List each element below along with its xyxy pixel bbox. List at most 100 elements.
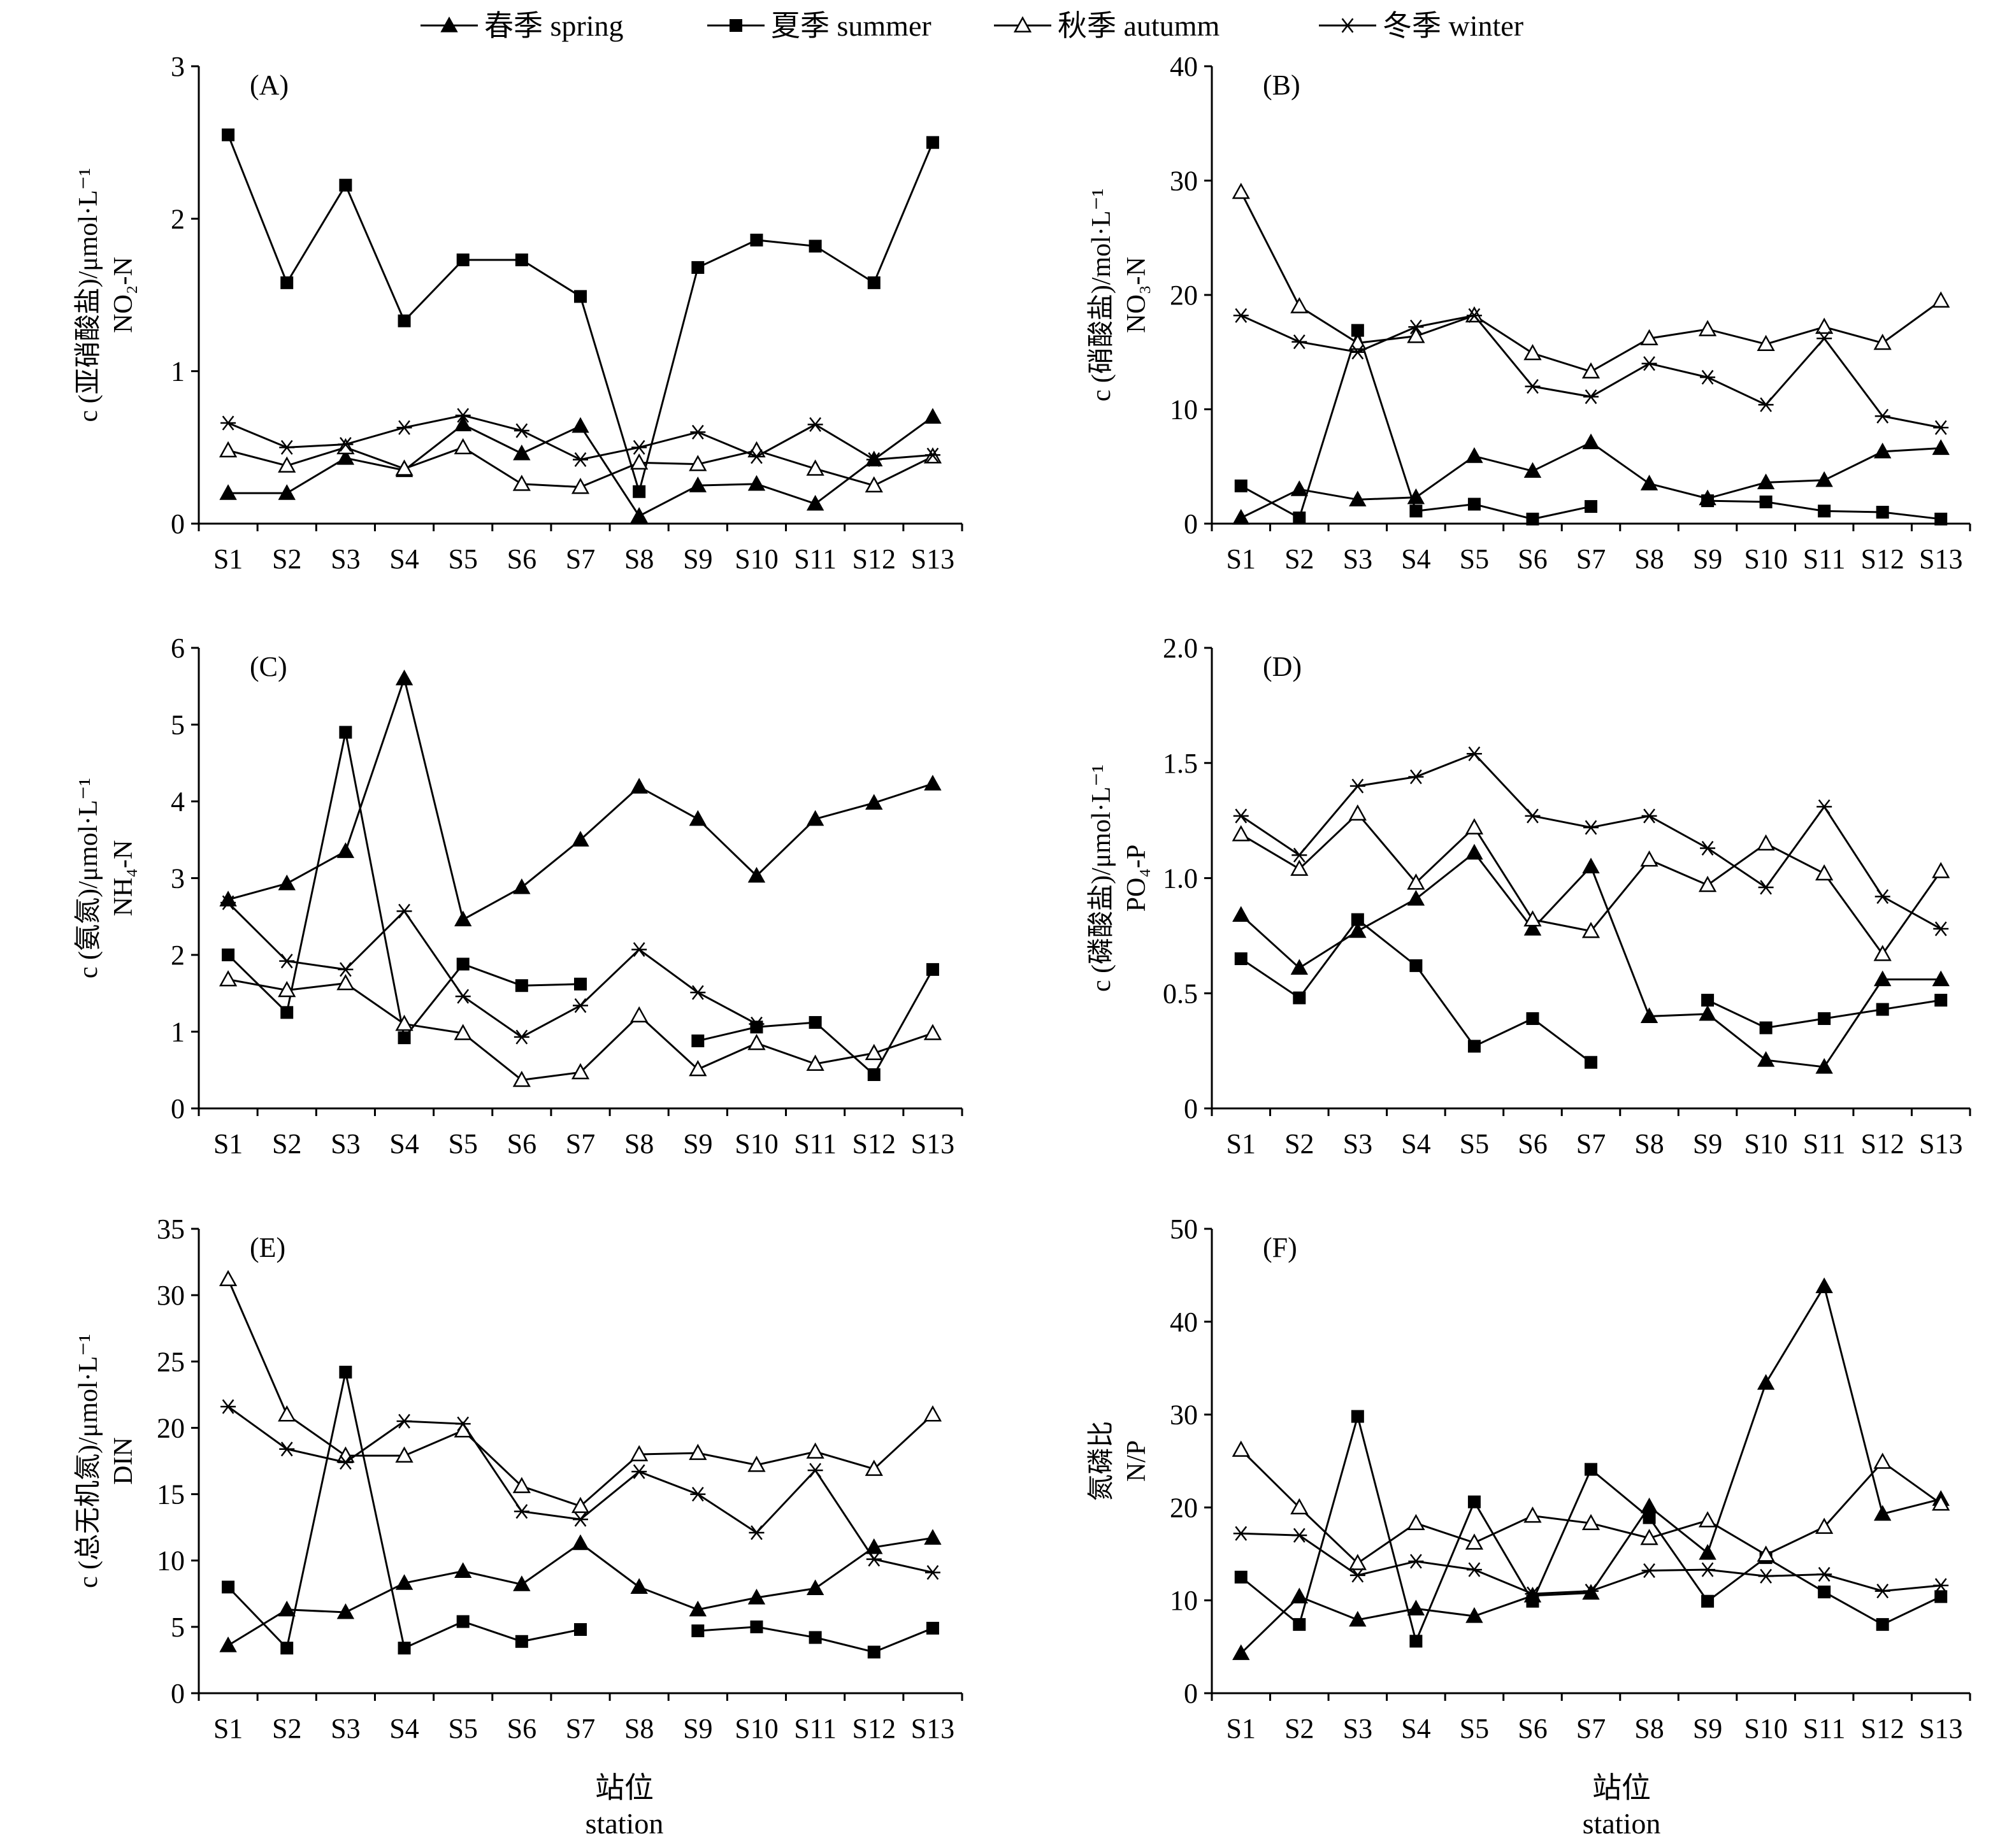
point-summer-s13 bbox=[1934, 1590, 1948, 1603]
x-tick-label: S1 bbox=[213, 543, 243, 575]
point-spring-s9 bbox=[689, 810, 707, 826]
x-title-cn-left: 站位 bbox=[595, 1772, 654, 1804]
x-tick-label: S9 bbox=[1693, 1128, 1722, 1159]
x-tick-label: S9 bbox=[1693, 1713, 1722, 1744]
point-summer-s13 bbox=[1934, 994, 1948, 1007]
point-autumn-s9 bbox=[689, 1059, 707, 1077]
point-autumn-s7 bbox=[571, 1496, 590, 1514]
point-summer-s2 bbox=[1293, 1618, 1306, 1631]
x-tick-label: S7 bbox=[566, 543, 595, 575]
point-autumn-s7 bbox=[1581, 922, 1601, 938]
y-tick-label: 0 bbox=[1184, 1093, 1198, 1124]
point-summer-s5 bbox=[1467, 1495, 1481, 1508]
x-tick-label: S12 bbox=[852, 1713, 896, 1744]
point-autumn-s4 bbox=[1407, 873, 1425, 890]
point-autumn-s5 bbox=[454, 1024, 472, 1040]
point-summer-s2 bbox=[1293, 991, 1306, 1005]
point-winter-s10 bbox=[1758, 880, 1774, 895]
y-label-en-f: N/P bbox=[1122, 1440, 1151, 1482]
point-summer-s6 bbox=[1526, 1594, 1539, 1608]
point-autumn-s8 bbox=[630, 1445, 649, 1461]
point-autumn-s9 bbox=[1698, 1511, 1717, 1528]
point-spring-s6 bbox=[513, 444, 531, 461]
series-line-autumn bbox=[1240, 191, 1942, 373]
point-spring-s1 bbox=[1232, 906, 1250, 922]
y-tick-label: 1 bbox=[171, 356, 185, 387]
point-summer-s12 bbox=[1876, 506, 1889, 519]
x-tick-label: S6 bbox=[1518, 1128, 1547, 1159]
x-tick-label: S7 bbox=[1576, 543, 1606, 575]
point-autumn-s3 bbox=[1348, 333, 1367, 350]
y-tick-label: 2.0 bbox=[1163, 633, 1198, 664]
point-spring-s5 bbox=[454, 415, 472, 432]
point-autumn-s12 bbox=[1873, 1452, 1892, 1469]
point-autumn-s9 bbox=[1698, 875, 1717, 892]
point-winter-s2 bbox=[279, 440, 295, 455]
legend-item-winter: 冬季 winter bbox=[1319, 10, 1523, 42]
point-spring-s5 bbox=[454, 1562, 472, 1578]
point-winter-s6 bbox=[1525, 808, 1541, 824]
x-tick-label: S13 bbox=[911, 543, 954, 575]
point-winter-s5 bbox=[1466, 1562, 1482, 1577]
y-label-cn-f: 氮磷比 bbox=[1087, 1421, 1116, 1501]
series-line-winter bbox=[1240, 752, 1941, 930]
point-winter-s1 bbox=[220, 1399, 236, 1414]
y-tick-label: 0 bbox=[171, 508, 185, 540]
series-spring-c bbox=[219, 670, 942, 927]
x-tick-label: S1 bbox=[1226, 1713, 1256, 1744]
point-autumn-s6 bbox=[512, 1477, 531, 1493]
x-tick-label: S12 bbox=[852, 1128, 896, 1159]
point-winter-s12 bbox=[1874, 1584, 1890, 1599]
point-summer-s5 bbox=[456, 253, 470, 266]
panel-label-f: (F) bbox=[1263, 1232, 1297, 1263]
x-tick-label: S8 bbox=[1634, 1128, 1664, 1159]
y-tick-label: 0 bbox=[1184, 1678, 1198, 1709]
point-winter-s3 bbox=[338, 1455, 354, 1470]
y-tick-label: 3 bbox=[171, 863, 185, 894]
x-tick-label: S11 bbox=[1803, 1128, 1846, 1159]
series-winter-b bbox=[1233, 308, 1949, 435]
y-tick-label: 20 bbox=[1170, 1492, 1198, 1523]
point-spring-s13 bbox=[924, 1529, 942, 1545]
x-tick-label: S3 bbox=[1343, 1713, 1372, 1744]
point-autumn-s8 bbox=[1640, 850, 1658, 867]
point-summer-s2 bbox=[280, 1642, 294, 1655]
point-autumn-s13 bbox=[1932, 862, 1950, 878]
x-tick-label: S4 bbox=[1401, 543, 1430, 575]
panel-e: 0 5 10 15 20 25 30 35 S1 S2 S3 S4 S5 S6 S7 S8 S9 S10 S11 S1… bbox=[74, 1214, 963, 1744]
point-spring-s10 bbox=[747, 1588, 766, 1605]
x-tick-label: S1 bbox=[213, 1128, 243, 1159]
point-spring-s8 bbox=[630, 506, 648, 523]
y-tick-label: 1.0 bbox=[1163, 863, 1198, 894]
x-tick-label: S12 bbox=[1860, 1128, 1904, 1159]
legend-item-spring: 春季 spring bbox=[421, 10, 624, 42]
point-spring-s3 bbox=[1349, 922, 1367, 938]
point-spring-s3 bbox=[336, 1603, 355, 1619]
point-summer-s1 bbox=[1234, 952, 1248, 966]
point-autumn-s7 bbox=[1581, 1514, 1601, 1531]
point-spring-s13 bbox=[1932, 970, 1950, 987]
point-spring-s5 bbox=[1465, 1607, 1483, 1623]
y-tick-label: 40 bbox=[1170, 51, 1198, 82]
y-label-cn-c: c (氨氮)/μmol·L⁻¹ bbox=[74, 778, 103, 978]
point-winter-s10 bbox=[749, 449, 765, 464]
x-tick-label: S3 bbox=[1343, 543, 1372, 575]
point-winter-s5 bbox=[455, 408, 471, 423]
point-winter-s3 bbox=[338, 436, 354, 452]
x-tick-label: S13 bbox=[1919, 543, 1962, 575]
point-spring-s7 bbox=[572, 831, 589, 847]
point-autumn-s12 bbox=[865, 1459, 883, 1476]
y-tick-label: 40 bbox=[1170, 1307, 1198, 1338]
point-summer-s4 bbox=[1409, 505, 1423, 518]
point-winter-s12 bbox=[866, 1552, 882, 1567]
x-tick-label: S4 bbox=[389, 1713, 419, 1744]
point-autumn-s10 bbox=[1757, 334, 1775, 352]
point-summer-s11 bbox=[1818, 505, 1831, 518]
point-spring-s13 bbox=[1932, 439, 1950, 455]
point-winter-s9 bbox=[1700, 369, 1716, 385]
x-tick-label: S10 bbox=[1744, 543, 1787, 575]
y-label-en-d: PO₄-P bbox=[1122, 845, 1151, 912]
x-tick-label: S11 bbox=[794, 1128, 837, 1159]
point-spring-s7 bbox=[1582, 857, 1600, 874]
point-spring-s3 bbox=[336, 842, 355, 858]
